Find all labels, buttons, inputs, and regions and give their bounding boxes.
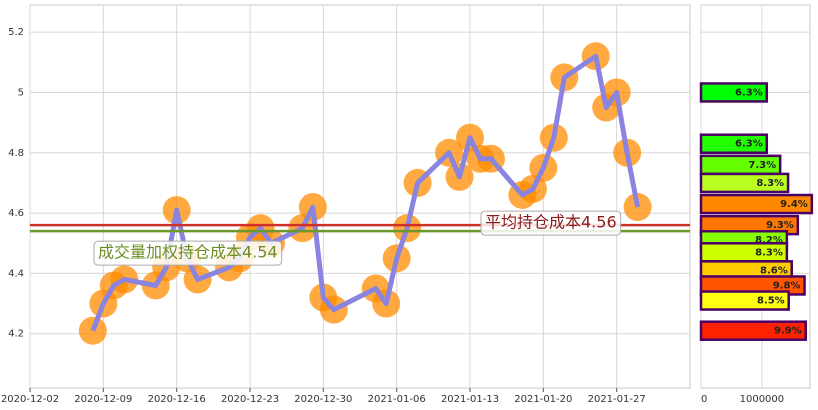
x-tick-label: 2020-12-02 xyxy=(1,394,59,405)
bar xyxy=(699,290,790,311)
bar-label: 9.8% xyxy=(773,280,801,291)
y-tick-label: 4.6 xyxy=(8,208,24,219)
y-tick-label: 5 xyxy=(18,87,24,98)
main-plot: 4.2 4.4 4.6 4.8 5 5.2 2020-12-02 2020-12-09 2020… xyxy=(1,4,691,405)
price-line xyxy=(90,53,641,332)
y-tick-label: 4.8 xyxy=(8,148,24,159)
x-tick-label: 2020-12-09 xyxy=(74,394,132,405)
bar-label: 8.3% xyxy=(756,178,784,189)
bar-label: 8.2% xyxy=(755,235,783,246)
side-plot: 0 10000006.3%6.3%7.3%8.3%9.4%9.3%8.2%8.3%… xyxy=(699,4,814,405)
x-tick-label: 1000000 xyxy=(740,394,785,405)
annotation-box xyxy=(480,210,622,236)
y-tick-label: 5.2 xyxy=(8,27,24,38)
bar-label: 6.3% xyxy=(735,87,763,98)
y-tick-label: 4.4 xyxy=(8,268,24,279)
bar-label: 9.3% xyxy=(766,220,794,231)
bar-label: 8.5% xyxy=(757,296,785,307)
annotation-box xyxy=(93,240,283,266)
bar-label: 8.3% xyxy=(755,247,783,258)
bar-label: 9.4% xyxy=(780,199,808,210)
x-tick-label: 2020-12-16 xyxy=(148,394,206,405)
x-tick-label: 2020-12-30 xyxy=(294,394,352,405)
point-marker xyxy=(78,316,107,345)
bar xyxy=(699,133,769,154)
bar xyxy=(699,320,807,341)
x-tick-label: 2021-01-27 xyxy=(588,394,646,405)
x-tick-label: 2021-01-13 xyxy=(441,394,499,405)
bar-label: 6.3% xyxy=(735,139,763,150)
x-tick-label: 2021-01-06 xyxy=(368,394,426,405)
annotation: 平均持仓成本4.56 xyxy=(485,213,617,232)
bar-label: 9.9% xyxy=(774,326,802,337)
y-tick-label: 4.2 xyxy=(8,329,24,340)
bar xyxy=(699,193,814,215)
x-tick-label: 2020-12-23 xyxy=(221,394,279,405)
annotation: 成交量加权持仓成本4.54 xyxy=(98,243,278,262)
bar xyxy=(699,82,769,103)
x-tick-label: 0 xyxy=(701,394,707,405)
x-tick-label: 2021-01-20 xyxy=(514,394,572,405)
bar-label: 8.6% xyxy=(760,265,788,276)
bar xyxy=(699,172,790,194)
bar-label: 7.3% xyxy=(748,160,776,171)
